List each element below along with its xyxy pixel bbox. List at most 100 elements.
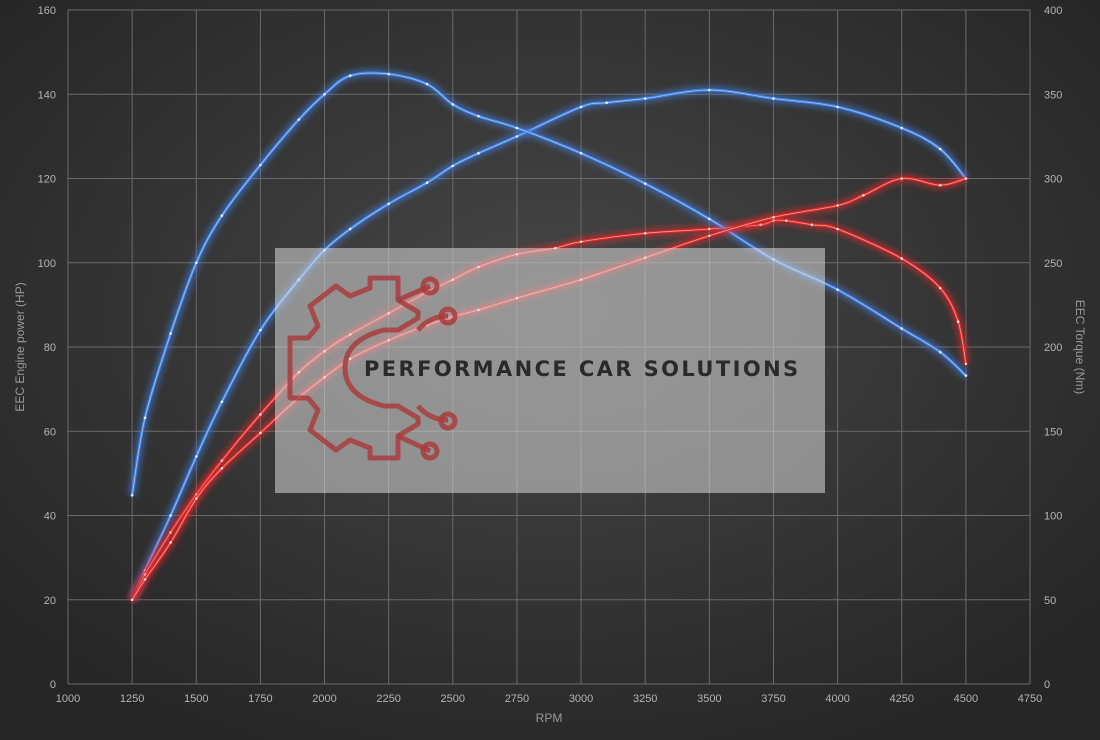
series-0-point-11: [451, 164, 455, 168]
series-3-point-19: [862, 194, 865, 197]
series-2-point-10: [425, 82, 429, 86]
series-1-point-24: [938, 286, 942, 290]
series-1-point-5: [259, 413, 262, 416]
x-tick-label-7: 2750: [505, 693, 529, 705]
series-3-point-1: [143, 578, 147, 581]
x-tick-label-2: 1500: [184, 693, 208, 705]
series-0-point-5: [259, 328, 262, 332]
x-tick-label-3: 1750: [248, 693, 272, 705]
y-right-tick-label-0: 0: [1044, 679, 1050, 691]
series-1-point-16: [643, 232, 647, 235]
series-2-point-16: [708, 217, 711, 221]
x-tick-label-5: 2250: [376, 693, 400, 705]
series-0-point-4: [220, 400, 224, 404]
series-0-point-17: [708, 88, 711, 92]
series-0-point-10: [425, 181, 429, 184]
series-1-point-21: [810, 223, 814, 227]
series-2-point-11: [451, 103, 455, 106]
series-2-point-12: [477, 114, 480, 118]
series-3-point-17: [772, 216, 775, 219]
x-tick-label-9: 3250: [633, 693, 657, 705]
y-left-tick-label-3: 60: [44, 426, 56, 438]
y-right-tick-label-6: 300: [1044, 174, 1062, 186]
series-3-point-2: [169, 541, 172, 544]
series-2-point-21: [964, 374, 968, 377]
series-0-point-15: [605, 101, 608, 104]
y-right-tick-label-1: 50: [1044, 595, 1056, 607]
y-right-tick-label-2: 100: [1044, 511, 1062, 523]
y-right-axis-label: EEC Torque (Nm): [1073, 300, 1087, 394]
series-0-point-2: [169, 514, 172, 517]
x-tick-label-12: 4000: [825, 693, 849, 705]
series-3-point-4: [220, 467, 224, 470]
series-1-point-26: [964, 362, 968, 366]
y-left-tick-label-1: 20: [44, 595, 56, 607]
y-right-tick-label-5: 250: [1044, 258, 1062, 270]
y-right-tick-label-4: 200: [1044, 342, 1062, 354]
series-2-point-4: [220, 214, 224, 217]
y-right-tick-labels: 0 50 100 150 200 250 300 350 400: [1044, 5, 1062, 691]
series-0-point-9: [387, 202, 391, 206]
series-1-point-23: [900, 257, 903, 260]
series-2-point-9: [387, 72, 391, 76]
x-axis-label: RPM: [536, 711, 563, 725]
series-2-point-13: [515, 126, 519, 130]
series-0-point-12: [477, 151, 480, 155]
series-3-point-0: [130, 598, 134, 602]
series-3-point-18: [836, 204, 839, 207]
series-2-point-20: [938, 350, 942, 354]
x-tick-label-8: 3000: [569, 693, 593, 705]
y-left-tick-label-7: 140: [38, 89, 56, 101]
series-2-point-14: [579, 151, 583, 155]
series-0-point-13: [515, 135, 519, 138]
y-left-axis-label: EEC Engine power (HP): [13, 282, 27, 411]
series-2-point-0: [130, 494, 134, 497]
series-3-point-5: [259, 431, 262, 435]
y-left-tick-label-5: 100: [38, 258, 56, 270]
series-3-point-22: [964, 177, 968, 180]
y-left-tick-label-8: 160: [38, 5, 56, 17]
x-tick-label-6: 2500: [441, 693, 465, 705]
series-2-point-7: [323, 93, 326, 96]
x-tick-label-4: 2000: [312, 693, 336, 705]
series-3-point-20: [900, 177, 903, 180]
series-2-point-2: [169, 332, 172, 335]
series-2-point-5: [259, 163, 262, 167]
series-2-point-6: [297, 118, 301, 121]
series-1-point-25: [956, 320, 960, 324]
series-3-point-16: [708, 234, 711, 238]
series-3-point-3: [195, 497, 198, 500]
series-0-point-20: [900, 126, 903, 130]
gear-circuit-logo-icon: [287, 275, 458, 461]
series-2-point-19: [900, 327, 903, 330]
watermark: PERFORMANCE CAR SOLUTIONS: [275, 248, 825, 493]
series-2-point-18: [836, 288, 839, 292]
x-tick-label-1: 1250: [120, 693, 144, 705]
y-left-tick-label-2: 40: [44, 511, 56, 523]
series-1-point-15: [579, 240, 583, 243]
series-2-point-1: [143, 416, 147, 420]
x-tick-label-15: 4750: [1018, 693, 1042, 705]
series-0-point-14: [579, 105, 583, 109]
y-right-tick-label-8: 400: [1044, 5, 1062, 17]
series-2-point-8: [348, 74, 352, 77]
x-tick-labels: 1000 1250 1500 1750 2000 2250 2500 2750 3000 3250…: [56, 693, 1042, 705]
watermark-text: PERFORMANCE CAR SOLUTIONS: [364, 357, 801, 381]
series-1-point-17: [708, 227, 711, 231]
series-2-point-15: [643, 182, 647, 185]
series-0-point-8: [348, 227, 352, 231]
series-0-point-16: [643, 97, 647, 100]
series-1-point-22: [836, 227, 839, 231]
x-tick-label-13: 4250: [889, 693, 913, 705]
x-tick-label-0: 1000: [56, 693, 80, 705]
series-0-point-3: [195, 455, 198, 458]
y-left-tick-label-0: 0: [50, 679, 56, 691]
series-0-point-18: [772, 97, 775, 100]
y-right-tick-label-3: 150: [1044, 426, 1062, 438]
x-tick-label-11: 3750: [761, 693, 785, 705]
series-0-point-19: [836, 105, 839, 109]
y-left-tick-labels: 0 20 40 60 80 100 120 140 160: [38, 5, 56, 691]
x-tick-label-10: 3500: [697, 693, 721, 705]
y-left-tick-label-4: 80: [44, 342, 56, 354]
